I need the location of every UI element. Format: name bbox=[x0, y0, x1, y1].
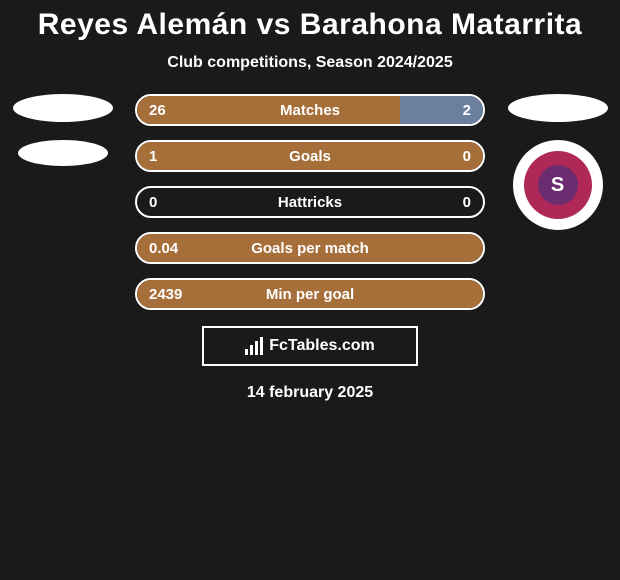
stat-bar: 0.04 Goals per match bbox=[135, 232, 485, 264]
bar-label: Goals bbox=[289, 148, 331, 165]
player-right-logos: S bbox=[505, 94, 610, 230]
placeholder-ellipse bbox=[508, 94, 608, 122]
brand-text: FcTables.com bbox=[269, 337, 375, 355]
bar-value-left: 0.04 bbox=[149, 240, 178, 257]
placeholder-ellipse bbox=[18, 140, 108, 166]
infographic-container: Reyes Alemán vs Barahona Matarrita Club … bbox=[0, 0, 620, 410]
bar-value-right: 2 bbox=[463, 102, 471, 119]
stats-bars: 26 2 Matches 1 0 Goals 0 0 Hattricks 0.04 Goals pe… bbox=[135, 94, 485, 310]
bar-value-left: 0 bbox=[149, 194, 157, 211]
player-left-logos bbox=[10, 94, 115, 166]
bar-value-left: 26 bbox=[149, 102, 166, 119]
stat-bar: 2439 Min per goal bbox=[135, 278, 485, 310]
bar-label: Matches bbox=[280, 102, 340, 119]
stat-bar: 26 2 Matches bbox=[135, 94, 485, 126]
bar-label: Hattricks bbox=[278, 194, 342, 211]
bar-value-right: 0 bbox=[463, 194, 471, 211]
subtitle: Club competitions, Season 2024/2025 bbox=[0, 54, 620, 72]
date-label: 14 february 2025 bbox=[10, 384, 610, 402]
badge-ring: S bbox=[524, 151, 592, 219]
stat-bar: 1 0 Goals bbox=[135, 140, 485, 172]
badge-letter: S bbox=[551, 174, 564, 197]
stat-bar: 0 0 Hattricks bbox=[135, 186, 485, 218]
badge-inner: S bbox=[538, 165, 578, 205]
chart-icon bbox=[245, 337, 263, 355]
bar-value-left: 2439 bbox=[149, 286, 182, 303]
placeholder-ellipse bbox=[13, 94, 113, 122]
bar-value-left: 1 bbox=[149, 148, 157, 165]
stats-area: S 26 2 Matches 1 0 Goals 0 0 Hattricks 0.04 Goals … bbox=[0, 94, 620, 402]
bar-label: Min per goal bbox=[266, 286, 354, 303]
page-title: Reyes Alemán vs Barahona Matarrita bbox=[0, 8, 620, 42]
bar-value-right: 0 bbox=[463, 148, 471, 165]
bar-label: Goals per match bbox=[251, 240, 369, 257]
bar-fill-left bbox=[137, 96, 400, 124]
club-badge: S bbox=[513, 140, 603, 230]
brand-box: FcTables.com bbox=[202, 326, 418, 366]
